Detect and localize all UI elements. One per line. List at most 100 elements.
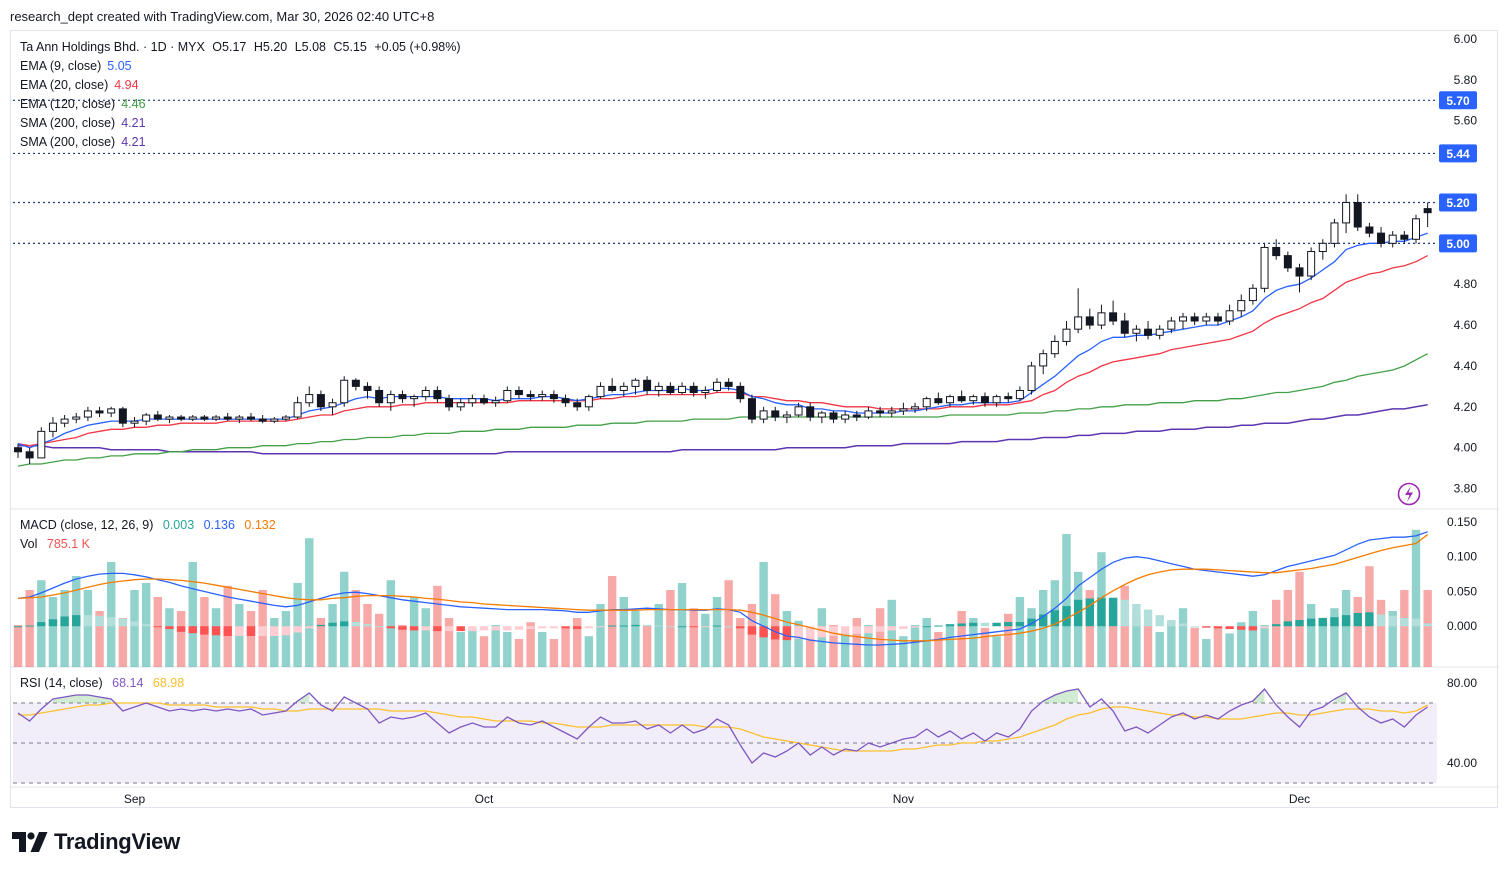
candle[interactable] [1295, 267, 1304, 277]
candle[interactable] [561, 398, 570, 404]
candle[interactable] [1109, 312, 1118, 322]
candle[interactable] [1377, 232, 1386, 244]
indicator-legend-row[interactable]: EMA (9, close) 5.05 [20, 57, 461, 76]
candle[interactable] [83, 410, 92, 418]
candle[interactable] [25, 451, 34, 459]
candle[interactable] [689, 385, 698, 394]
candle[interactable] [1202, 316, 1211, 322]
candle[interactable] [177, 416, 186, 420]
candle[interactable] [468, 398, 477, 404]
candle[interactable] [514, 389, 523, 396]
rsi-ma-line[interactable] [18, 702, 1428, 752]
candle[interactable] [864, 410, 873, 418]
candle[interactable] [887, 410, 896, 414]
candle[interactable] [398, 394, 407, 400]
candle[interactable] [1307, 251, 1316, 277]
candle[interactable] [270, 418, 279, 422]
candle[interactable] [934, 398, 943, 404]
candle[interactable] [736, 385, 745, 400]
candle[interactable] [1400, 234, 1409, 240]
candle[interactable] [351, 379, 360, 387]
candle[interactable] [573, 402, 582, 408]
candle[interactable] [1248, 287, 1257, 302]
candle[interactable] [666, 385, 675, 394]
candle[interactable] [584, 396, 593, 408]
candle[interactable] [759, 410, 768, 420]
candle[interactable] [293, 402, 302, 418]
candle[interactable] [1155, 328, 1164, 336]
candle[interactable] [410, 396, 419, 400]
candle[interactable] [1015, 389, 1024, 400]
candle[interactable] [421, 389, 430, 398]
candle[interactable] [852, 414, 861, 418]
ema120-line[interactable] [17, 353, 1429, 467]
candle[interactable] [1423, 208, 1432, 214]
candle[interactable] [806, 406, 815, 418]
candle[interactable] [491, 400, 500, 404]
candle[interactable] [316, 394, 325, 408]
candle[interactable] [1388, 234, 1397, 244]
candle[interactable] [1283, 255, 1292, 269]
price-axis[interactable]: 5.70 5.44 5.20 5.00 6.00 5.80 5.60 4.80 4.60 4.40… [1439, 32, 1477, 770]
vol-legend-row[interactable]: Vol 785.1 K [20, 535, 276, 554]
candle[interactable] [1260, 246, 1269, 289]
candle[interactable] [118, 408, 127, 424]
candle[interactable] [305, 394, 314, 404]
candle[interactable] [841, 414, 850, 420]
candle[interactable] [14, 447, 22, 453]
candle[interactable] [701, 389, 710, 394]
candle[interactable] [60, 418, 69, 424]
candle[interactable] [782, 414, 791, 418]
candle[interactable] [1120, 320, 1129, 334]
candle[interactable] [1144, 328, 1153, 336]
candle[interactable] [1353, 201, 1362, 228]
candle[interactable] [48, 422, 57, 432]
candle[interactable] [538, 394, 547, 398]
candle[interactable] [980, 396, 989, 404]
candle[interactable] [37, 430, 46, 459]
candle[interactable] [899, 408, 908, 412]
candle[interactable] [235, 416, 244, 420]
candle[interactable] [946, 396, 954, 404]
sma200-line[interactable] [18, 404, 1428, 455]
candle[interactable] [1330, 222, 1339, 244]
candle[interactable] [713, 381, 721, 391]
candle[interactable] [1213, 316, 1222, 322]
indicator-legend-row[interactable]: EMA (120, close) 4.46 [20, 95, 461, 114]
indicator-legend-row[interactable]: EMA (20, close) 4.94 [20, 76, 461, 95]
candle[interactable] [247, 416, 255, 420]
candle[interactable] [1412, 218, 1420, 240]
candle[interactable] [1167, 320, 1176, 330]
candle[interactable] [969, 396, 978, 402]
candle[interactable] [340, 379, 349, 404]
candle[interactable] [1027, 365, 1036, 391]
ema20-line[interactable] [17, 255, 1429, 447]
candle[interactable] [1190, 316, 1199, 322]
candle[interactable] [258, 418, 267, 422]
candle[interactable] [911, 406, 920, 410]
candle[interactable] [747, 398, 756, 420]
price-pane[interactable] [13, 99, 1437, 506]
candle[interactable] [165, 416, 174, 420]
ema9-line[interactable] [17, 232, 1428, 449]
candle[interactable] [654, 385, 663, 391]
candle[interactable] [1272, 246, 1281, 257]
candle[interactable] [829, 412, 838, 420]
candle[interactable] [1039, 353, 1048, 367]
chart-svg[interactable]: 5.70 5.44 5.20 5.00 6.00 5.80 5.60 4.80 4.60 4.40… [11, 31, 1499, 809]
candle[interactable] [130, 420, 139, 424]
candle[interactable] [1179, 316, 1187, 322]
candle[interactable] [1237, 300, 1246, 312]
candle[interactable] [1225, 310, 1234, 322]
rsi-line[interactable] [17, 687, 1429, 764]
candle[interactable] [1365, 226, 1374, 234]
candle[interactable] [223, 416, 232, 420]
candle[interactable] [456, 402, 465, 408]
candle[interactable] [817, 412, 826, 418]
candle[interactable] [375, 389, 384, 404]
candle[interactable] [328, 402, 337, 408]
candle[interactable] [771, 410, 780, 418]
candle[interactable] [608, 385, 617, 391]
candle[interactable] [724, 381, 733, 387]
candle[interactable] [1074, 316, 1083, 330]
